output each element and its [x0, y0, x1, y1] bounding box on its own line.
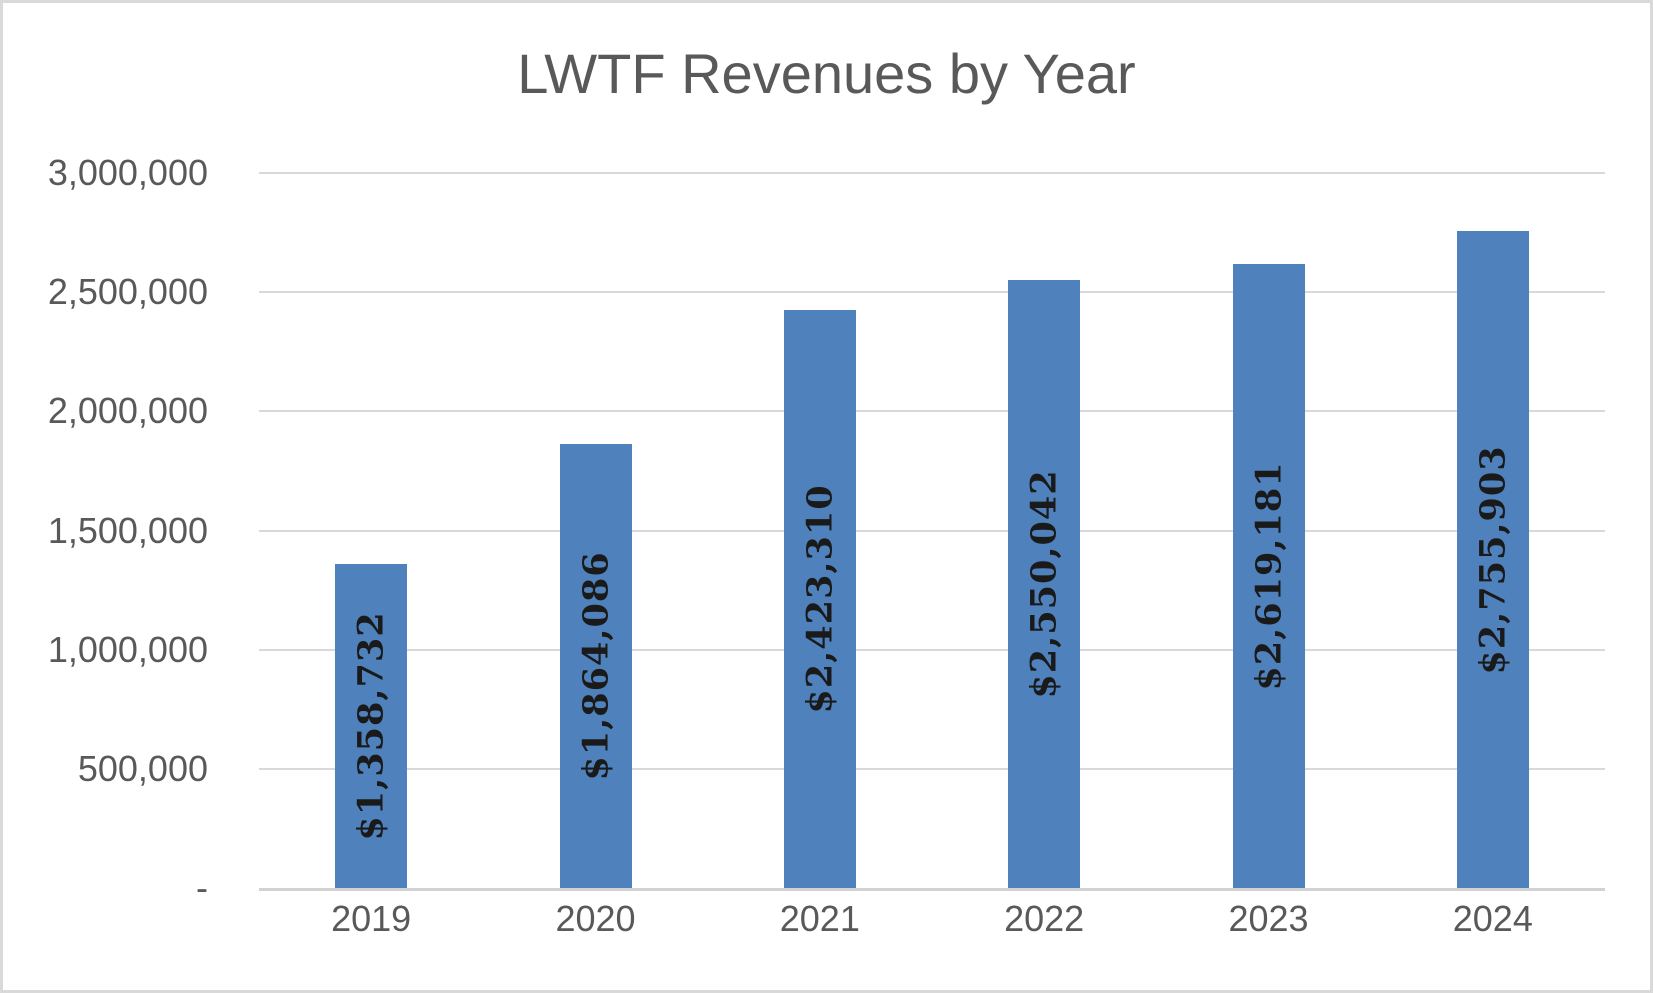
bar-value-label: $2,619,181	[1248, 461, 1289, 691]
bar-value-label: $1,358,732	[350, 611, 392, 841]
y-tick-label: 1,500,000	[47, 509, 208, 551]
bar-value-label: $2,550,042	[1023, 469, 1065, 699]
x-tick-label-2021: 2021	[779, 898, 860, 939]
gridline	[259, 291, 1605, 294]
bar-2024: $2,755,903	[1456, 231, 1529, 888]
y-tick-label: 500,000	[77, 747, 208, 789]
chart-title: LWTF Revenues by Year	[517, 42, 1136, 105]
bar-2023: $2,619,181	[1232, 263, 1305, 888]
bar-value-label: $2,423,310	[799, 484, 841, 714]
gridline	[259, 172, 1605, 174]
x-axis: 2019 2020 2021 2022 2023 2024	[259, 899, 1605, 949]
y-tick-label: -	[196, 867, 208, 908]
bar-value-label: $1,864,086	[575, 551, 616, 781]
x-tick-label-2022: 2022	[1004, 898, 1085, 939]
y-tick-label: 2,500,000	[47, 271, 208, 313]
bar-2020: $1,864,086	[559, 443, 632, 888]
bar-2022: $2,550,042	[1008, 280, 1081, 888]
x-tick-label-2020: 2020	[555, 898, 636, 939]
bar-2019: $1,358,732	[335, 564, 408, 888]
y-tick-label: 1,000,000	[47, 628, 208, 670]
x-tick-label-2019: 2019	[331, 898, 412, 939]
plot-area: $1,358,732 $1,864,086 $2,423,310 $2,550,042…	[259, 172, 1605, 891]
x-tick-label-2023: 2023	[1228, 898, 1309, 939]
x-tick-label-2024: 2024	[1452, 898, 1533, 939]
gridline	[259, 767, 1605, 770]
bar-value-label: $2,755,903	[1472, 444, 1514, 675]
gridline	[259, 529, 1605, 532]
y-tick-label: 2,000,000	[47, 390, 208, 432]
x-axis-baseline	[259, 888, 1605, 891]
y-axis: - 500,000 1,000,000 1,500,000 2,000,000 2,500…	[3, 3, 208, 990]
bar-2021: $2,423,310	[783, 310, 856, 888]
gridline	[259, 648, 1605, 651]
y-tick-label: 3,000,000	[47, 152, 208, 193]
gridline	[259, 410, 1605, 413]
